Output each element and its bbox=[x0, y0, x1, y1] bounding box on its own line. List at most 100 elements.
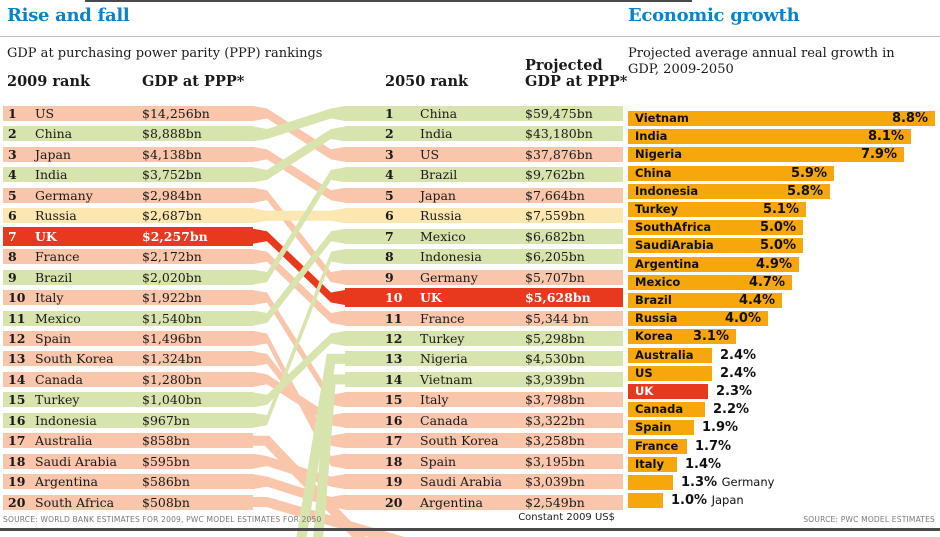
rank-row-2050: 20 Argentina $2,549bn bbox=[345, 494, 623, 510]
column-header-2009-rank: 2009 rank bbox=[7, 73, 91, 90]
rank-cell: 19 bbox=[8, 474, 26, 490]
rank-row-2009: 10 Italy $1,922bn bbox=[3, 290, 253, 306]
growth-bar-row: Turkey 5.1% bbox=[628, 202, 940, 217]
value-cell: $14,256bn bbox=[142, 106, 210, 121]
growth-bar bbox=[628, 456, 677, 472]
growth-bar-row: Italy 1.4% bbox=[628, 456, 940, 472]
value-cell: $2,020bn bbox=[142, 269, 202, 285]
country-cell: Canada bbox=[35, 371, 83, 387]
growth-bar-row: Russia 4.0% bbox=[628, 311, 940, 327]
bar-value-label: 4.0% bbox=[724, 311, 761, 327]
value-cell: $1,040bn bbox=[142, 392, 202, 408]
bar-country-label: Turkey bbox=[635, 202, 679, 216]
rank-cell: 6 bbox=[385, 208, 394, 224]
growth-bar bbox=[628, 147, 904, 163]
country-cell: Italy bbox=[420, 392, 449, 408]
value-cell: $5,628bn bbox=[525, 290, 591, 306]
value-cell: $7,664bn bbox=[525, 187, 585, 203]
rank-row-2009: 18 Saudi Arabia $595bn bbox=[3, 453, 253, 469]
bar-country-label: China bbox=[635, 165, 672, 180]
country-cell: Australia bbox=[35, 433, 93, 449]
value-cell: $508bn bbox=[142, 494, 190, 510]
growth-bar-row: SouthAfrica 5.0% bbox=[628, 220, 940, 236]
rank-row-2009: 17 Australia $858bn bbox=[3, 433, 253, 449]
value-cell: $5,298bn bbox=[525, 330, 585, 346]
bar-country-label: Russia bbox=[635, 311, 678, 326]
value-cell: $5,707bn bbox=[525, 269, 585, 285]
country-cell: Germany bbox=[420, 269, 478, 285]
rank-cell: 5 bbox=[385, 187, 394, 203]
bar-country-label: SaudiArabia bbox=[635, 238, 714, 253]
rank-cell: 20 bbox=[8, 494, 26, 510]
bar-value-label: 7.9% bbox=[860, 147, 897, 163]
rank-row-2050: 5 Japan $7,664bn bbox=[345, 187, 623, 203]
rank-row-2050: 3 US $37,876bn bbox=[345, 146, 623, 162]
growth-bar bbox=[628, 183, 830, 199]
column-header-projected-line1: Projected bbox=[525, 57, 603, 74]
value-cell: $1,324bn bbox=[142, 351, 202, 367]
rank-row-2050: 17 South Korea $3,258bn bbox=[345, 433, 623, 449]
rank-cell: 17 bbox=[8, 433, 26, 449]
bar-value-label: 5.0% bbox=[759, 238, 796, 254]
rank-cell: 3 bbox=[8, 146, 17, 162]
growth-bar-row: Nigeria 7.9% bbox=[628, 147, 940, 163]
growth-bar-row: Brazil 4.4% bbox=[628, 293, 940, 308]
growth-bar bbox=[628, 220, 803, 236]
country-cell: Russia bbox=[35, 208, 77, 224]
bar-country-label: France bbox=[635, 438, 679, 453]
bar-country-label: Korea bbox=[635, 329, 673, 344]
bar-value-label: 5.0% bbox=[759, 220, 796, 236]
rank-cell: 14 bbox=[8, 371, 26, 387]
growth-bar-row: 1.0% Japan bbox=[628, 493, 940, 509]
rank-cell: 20 bbox=[385, 494, 403, 510]
bar-country-label: India bbox=[635, 129, 668, 144]
bar-value-label: 1.3% Germany bbox=[681, 475, 775, 490]
value-cell: $9,762bn bbox=[525, 167, 585, 183]
country-cell: Japan bbox=[420, 187, 456, 203]
country-cell: South Korea bbox=[35, 351, 114, 367]
rank-row-2050: 14 Vietnam $3,939bn bbox=[345, 371, 623, 387]
value-cell: $8,888bn bbox=[142, 126, 202, 142]
value-cell: $59,475bn bbox=[525, 106, 593, 121]
rank-row-2009: 20 South Africa $508bn bbox=[3, 494, 253, 510]
rank-cell: 6 bbox=[8, 208, 17, 224]
country-cell: Japan bbox=[35, 146, 71, 162]
value-cell: $3,258bn bbox=[525, 433, 585, 449]
country-cell: Saudi Arabia bbox=[35, 453, 117, 469]
rank-row-2050: 16 Canada $3,322bn bbox=[345, 412, 623, 428]
rank-cell: 16 bbox=[8, 412, 26, 428]
rank-cell: 15 bbox=[385, 392, 403, 408]
growth-bar-row: India 8.1% bbox=[628, 129, 940, 145]
country-cell: India bbox=[420, 126, 453, 142]
right-subtitle-line1: Projected average annual real growth in bbox=[628, 46, 895, 61]
country-cell: US bbox=[420, 146, 440, 162]
rank-row-2050: 8 Indonesia $6,205bn bbox=[345, 249, 623, 265]
growth-bar bbox=[628, 365, 712, 381]
growth-bar bbox=[628, 402, 705, 418]
rank-cell: 14 bbox=[385, 371, 403, 387]
column-header-projected-line2: GDP at PPP* bbox=[525, 73, 628, 90]
rank-row-2050: 7 Mexico $6,682bn bbox=[345, 228, 623, 244]
bar-country-label: Germany bbox=[721, 475, 775, 489]
rank-cell: 12 bbox=[385, 330, 403, 346]
bar-country-label: SouthAfrica bbox=[635, 220, 712, 235]
value-cell: $1,540bn bbox=[142, 310, 202, 326]
value-cell: $967bn bbox=[142, 412, 190, 428]
bar-country-label: Brazil bbox=[635, 293, 672, 307]
growth-bar-uk bbox=[628, 384, 708, 399]
value-cell: $1,922bn bbox=[142, 290, 202, 306]
value-cell: $6,205bn bbox=[525, 249, 585, 265]
rank-cell: 3 bbox=[385, 146, 394, 162]
bar-country-label: Mexico bbox=[635, 274, 681, 289]
country-cell: Spain bbox=[420, 453, 457, 469]
country-cell: India bbox=[35, 167, 68, 183]
growth-bar bbox=[628, 111, 935, 126]
rank-cell: 13 bbox=[8, 351, 26, 367]
value-cell: $1,496bn bbox=[142, 330, 202, 346]
bar-value-label: 2.2% bbox=[713, 402, 750, 418]
rank-row-2009: 16 Indonesia $967bn bbox=[3, 412, 253, 428]
rank-cell: 2 bbox=[8, 126, 17, 142]
value-cell: $3,322bn bbox=[525, 412, 585, 428]
rank-row-2050: 2 India $43,180bn bbox=[345, 126, 623, 142]
growth-bar bbox=[628, 129, 911, 145]
